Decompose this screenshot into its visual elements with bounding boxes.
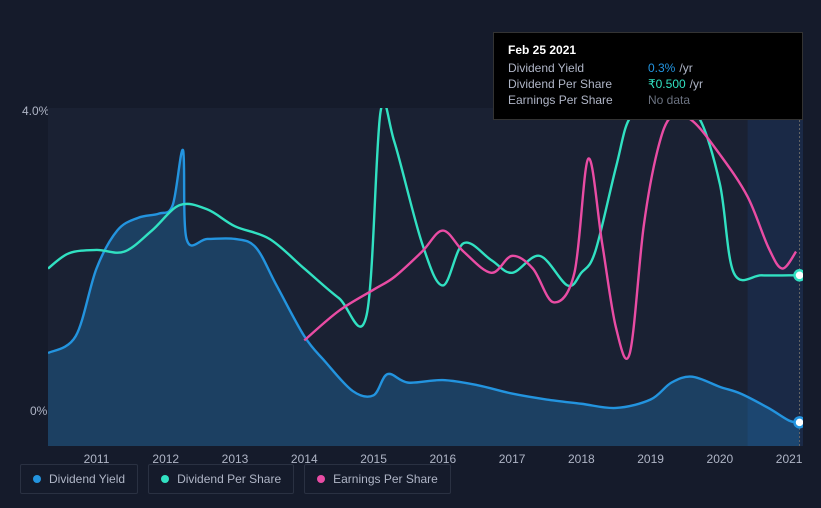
legend-item[interactable]: Dividend Per Share — [148, 464, 294, 494]
x-tick: 2021 — [776, 452, 803, 466]
x-tick: 2018 — [568, 452, 595, 466]
tooltip-row: Dividend Yield0.3% /yr — [508, 61, 788, 75]
legend-dot-icon — [33, 475, 41, 483]
tooltip-row: Dividend Per Share₹0.500/yr — [508, 77, 788, 91]
x-tick: 2020 — [707, 452, 734, 466]
legend-dot-icon — [317, 475, 325, 483]
legend-label: Dividend Yield — [49, 472, 125, 486]
legend-item[interactable]: Dividend Yield — [20, 464, 138, 494]
tooltip-label: Dividend Per Share — [508, 77, 648, 91]
tooltip-row: Earnings Per ShareNo data — [508, 93, 788, 107]
legend-label: Dividend Per Share — [177, 472, 281, 486]
tooltip-unit: /yr — [690, 77, 703, 91]
legend-dot-icon — [161, 475, 169, 483]
tooltip-value: 0.3% — [648, 61, 675, 75]
legend-item[interactable]: Earnings Per Share — [304, 464, 451, 494]
legend: Dividend Yield Dividend Per Share Earnings… — [20, 464, 451, 494]
tooltip-date: Feb 25 2021 — [508, 43, 788, 57]
x-tick: 2017 — [499, 452, 526, 466]
tooltip-label: Earnings Per Share — [508, 93, 648, 107]
y-axis-min: 0% — [30, 404, 47, 418]
tooltip-value: ₹0.500 — [648, 77, 686, 91]
x-tick: 2019 — [637, 452, 664, 466]
tooltip-label: Dividend Yield — [508, 61, 648, 75]
tooltip-card: Feb 25 2021 Dividend Yield0.3%/yrDividen… — [493, 32, 803, 120]
chart-area[interactable] — [48, 108, 803, 446]
y-axis-max: 4.0% — [22, 104, 49, 118]
legend-label: Earnings Per Share — [333, 472, 438, 486]
tooltip-unit: /yr — [679, 61, 692, 75]
tooltip-value: No data — [648, 93, 690, 107]
